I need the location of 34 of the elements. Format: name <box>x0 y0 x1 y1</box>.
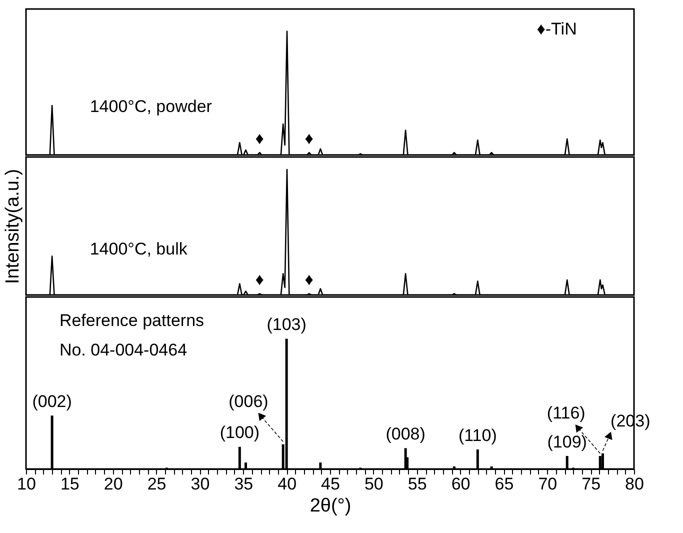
annotation: ♦ <box>255 270 264 290</box>
x-tick-label: 50 <box>364 474 384 494</box>
x-tick-label: 20 <box>104 474 123 494</box>
annotation: ♦-TiN <box>536 19 577 38</box>
annotation: ♦ <box>255 129 264 148</box>
x-tick-label: 70 <box>538 474 558 494</box>
x-tick-label: 80 <box>625 474 644 494</box>
y-axis-title: Intensity(a.u.) <box>2 168 24 284</box>
x-tick-label: 40 <box>278 474 297 494</box>
x-tick-label: 55 <box>408 474 427 494</box>
annotation: ♦ <box>304 270 314 290</box>
annotation: (008) <box>386 424 426 444</box>
x-tick-label: 35 <box>234 474 254 494</box>
x-tick-label: 25 <box>147 474 166 494</box>
annotation: ♦ <box>304 129 314 148</box>
x-tick-label: 45 <box>321 474 340 494</box>
text: 1400°C, powder <box>90 96 212 116</box>
text: 1400°C, bulk <box>90 239 188 258</box>
x-tick-label: 10 <box>17 474 36 494</box>
x-tick-label: 60 <box>451 474 470 494</box>
x-tick-label: 30 <box>190 474 210 494</box>
annotation: (116) <box>546 404 586 423</box>
x-tick-label: 15 <box>60 474 80 494</box>
annotation: (109) <box>547 432 587 452</box>
x-tick-label: 65 <box>494 474 514 494</box>
annotation: (002) <box>32 392 72 411</box>
annotation: No. 04-004-0464 <box>59 340 188 360</box>
annotation: (103) <box>266 315 306 334</box>
annotation: (100) <box>220 423 260 442</box>
x-axis-title: 2θ(°) <box>310 496 352 516</box>
text: Reference patterns <box>59 311 204 330</box>
annotation: (006) <box>228 392 268 411</box>
annotation: (110) <box>458 426 497 445</box>
x-tick-label: 75 <box>582 474 601 494</box>
